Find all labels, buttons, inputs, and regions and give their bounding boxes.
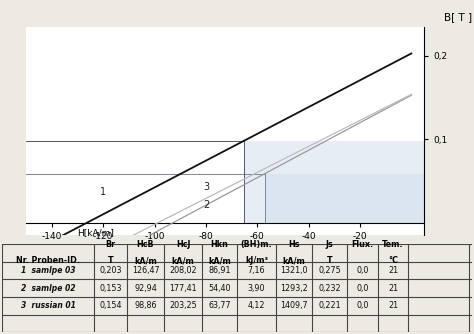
- Text: 1: 1: [100, 187, 106, 197]
- Text: 2: 2: [203, 200, 209, 210]
- Text: HcJ: HcJ: [176, 240, 190, 249]
- Text: 0,0: 0,0: [356, 266, 369, 275]
- Text: 0,232: 0,232: [319, 284, 341, 293]
- Text: Tem.: Tem.: [382, 240, 404, 249]
- Text: 1  samlpe 03: 1 samlpe 03: [21, 266, 75, 275]
- Text: 3,90: 3,90: [248, 284, 265, 293]
- Text: 0,221: 0,221: [319, 301, 341, 310]
- Text: (BH)m.: (BH)m.: [241, 240, 272, 249]
- Text: 1321,0: 1321,0: [280, 266, 308, 275]
- Text: 203,25: 203,25: [169, 301, 197, 310]
- Text: kA/m: kA/m: [208, 256, 231, 265]
- Text: 21: 21: [388, 284, 398, 293]
- Text: °C: °C: [388, 256, 398, 265]
- Text: 21: 21: [388, 266, 398, 275]
- Text: kA/m: kA/m: [283, 256, 305, 265]
- Text: T: T: [108, 256, 113, 265]
- Text: H[kA/m]: H[kA/m]: [77, 228, 114, 237]
- Text: Hkn: Hkn: [210, 240, 228, 249]
- Text: 54,40: 54,40: [208, 284, 231, 293]
- Text: kA/m: kA/m: [172, 256, 194, 265]
- Text: 0,275: 0,275: [319, 266, 341, 275]
- Text: 1293,2: 1293,2: [280, 284, 308, 293]
- Text: 4,12: 4,12: [248, 301, 265, 310]
- Text: Nr. Proben-ID.: Nr. Proben-ID.: [16, 256, 80, 265]
- Text: Js: Js: [326, 240, 334, 249]
- Text: 177,41: 177,41: [169, 284, 197, 293]
- Text: HcB: HcB: [137, 240, 155, 249]
- Bar: [245, 141, 424, 223]
- Text: 1409,7: 1409,7: [280, 301, 308, 310]
- Text: 2  samlpe 02: 2 samlpe 02: [21, 284, 75, 293]
- Text: 98,86: 98,86: [134, 301, 157, 310]
- Text: 0,153: 0,153: [99, 284, 121, 293]
- Text: 7,16: 7,16: [248, 266, 265, 275]
- Text: 86,91: 86,91: [208, 266, 231, 275]
- Text: Br: Br: [105, 240, 115, 249]
- Text: kA/m: kA/m: [134, 256, 157, 265]
- Text: 3: 3: [203, 182, 209, 191]
- Text: 0,0: 0,0: [356, 284, 369, 293]
- Text: 21: 21: [388, 301, 398, 310]
- Text: 92,94: 92,94: [134, 284, 157, 293]
- Text: 0,203: 0,203: [99, 266, 121, 275]
- Text: B[ T ]: B[ T ]: [444, 13, 472, 23]
- Text: 126,47: 126,47: [132, 266, 159, 275]
- Text: kJ/m³: kJ/m³: [245, 256, 268, 265]
- Text: Hs: Hs: [288, 240, 300, 249]
- Text: T: T: [327, 256, 332, 265]
- Text: 63,77: 63,77: [208, 301, 231, 310]
- Text: Flux.: Flux.: [351, 240, 374, 249]
- Text: 0,154: 0,154: [99, 301, 121, 310]
- Text: 3  russian 01: 3 russian 01: [21, 301, 75, 310]
- Text: 208,02: 208,02: [169, 266, 197, 275]
- Text: 0,0: 0,0: [356, 301, 369, 310]
- Bar: [265, 174, 424, 223]
